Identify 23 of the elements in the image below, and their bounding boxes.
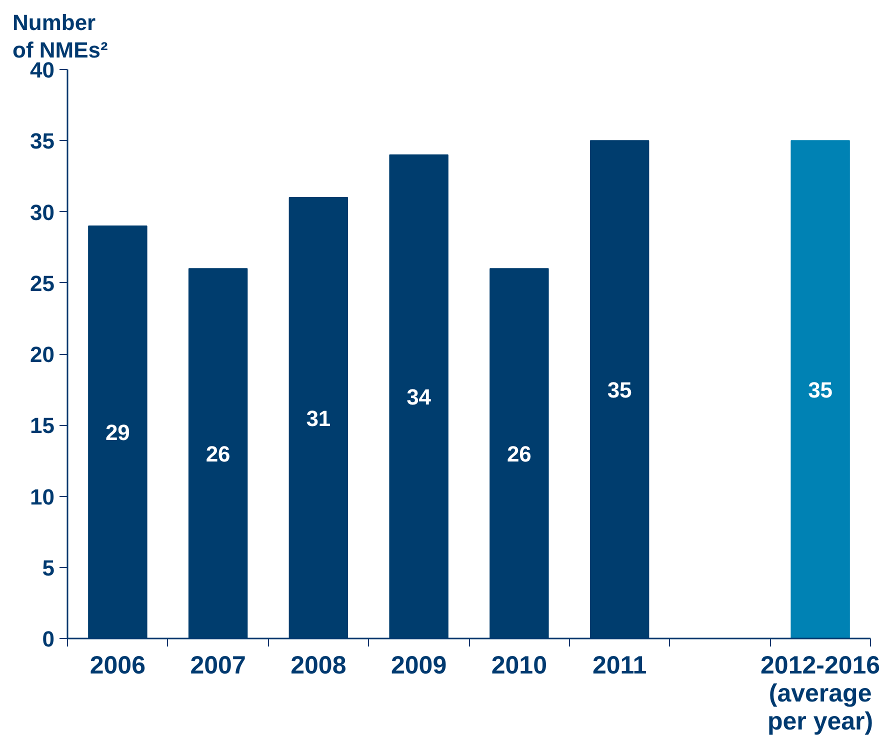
data-label: 29 [105,420,130,446]
y-tick-label: 5 [42,555,55,580]
data-label: 35 [808,378,833,403]
data-label: 31 [306,406,331,432]
bar [790,140,850,638]
data-label: 34 [406,384,432,410]
x-tick-label: 2010 [491,652,548,680]
x-tick-label: 2012-2016 (average per year) [760,652,880,736]
x-tick-label: 2009 [391,652,447,680]
x-tick-label: 2011 [592,652,647,680]
x-tick-label: 2007 [190,652,246,680]
x-tick-label: 2006 [90,652,146,680]
data-label: 26 [506,442,532,467]
data-label: 26 [206,442,230,467]
y-tick-label: 35 [30,128,55,154]
y-tick-label: 10 [30,484,55,510]
y-tick-label: 25 [30,270,55,296]
y-tick-label: 20 [30,342,55,367]
y-tick-label: 15 [30,413,55,438]
y-tick-label: 30 [30,200,55,225]
x-tick-label: 2008 [290,652,346,680]
data-label: 35 [607,378,632,403]
y-tick-label: 0 [42,626,55,652]
